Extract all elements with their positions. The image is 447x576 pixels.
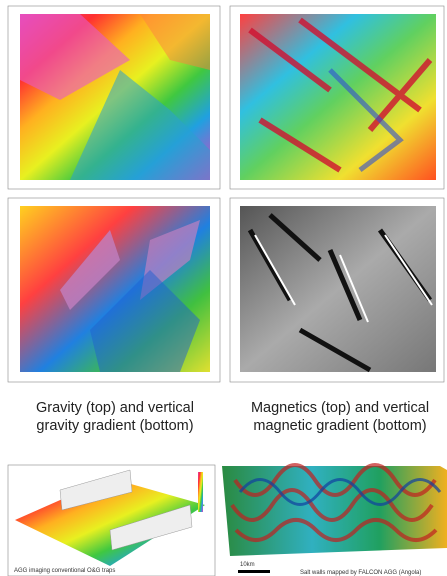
gravity-gradient-map	[8, 198, 220, 382]
scale-label: 10km	[240, 562, 255, 568]
salt-image: 10km Salt walls mapped by FALCON AGG (An…	[220, 465, 447, 576]
gravity-map	[8, 6, 220, 189]
magnetics-map	[230, 6, 444, 189]
caption-line: Magnetics (top) and vertical	[251, 400, 429, 416]
caption-line: magnetic gradient (bottom)	[253, 418, 426, 434]
traps-image: AGG imaging conventional O&G traps	[8, 465, 215, 576]
magnetic-gradient-map	[230, 198, 444, 382]
caption-line: Gravity (top) and vertical	[36, 400, 194, 416]
figure-page: Gravity (top) and vertical gravity gradi…	[0, 0, 447, 576]
caption: Salt walls mapped by FALCON AGG (Angola)	[300, 570, 421, 576]
caption-line: gravity gradient (bottom)	[36, 418, 193, 434]
caption: AGG imaging conventional O&G traps	[14, 568, 115, 574]
